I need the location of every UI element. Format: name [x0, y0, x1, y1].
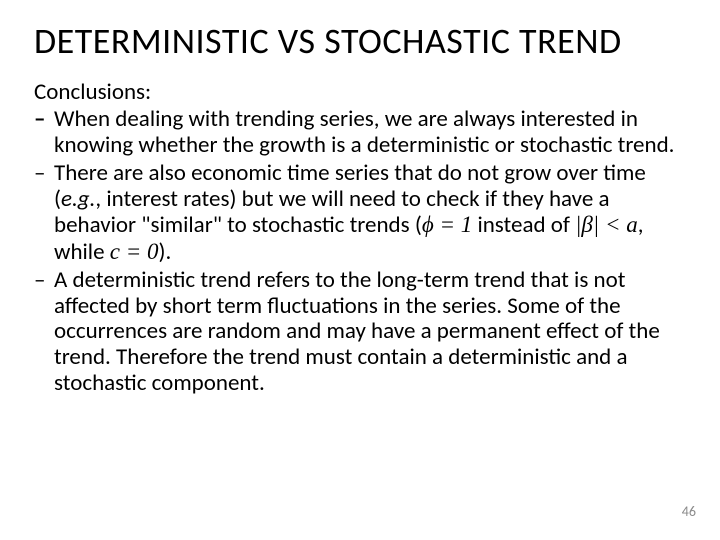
beta-expr: |β| < a [575, 212, 638, 237]
bullet-text-part: instead of [472, 211, 575, 239]
bullet-dash: – [34, 268, 54, 397]
slide-body: Conclusions: – When dealing with trendin… [34, 80, 686, 397]
phi-expr: ϕ = 1 [422, 212, 472, 237]
bullet-item: – There are also economic time series th… [34, 161, 686, 266]
bullet-dash: – [34, 161, 54, 266]
bullet-dash: – [34, 107, 54, 159]
eg-italic: e.g. [61, 185, 95, 213]
conclusions-lead: Conclusions: [34, 80, 686, 106]
bullet-item: – A deterministic trend refers to the lo… [34, 268, 686, 397]
page-number: 46 [682, 503, 696, 520]
bullet-text: A deterministic trend refers to the long… [54, 268, 686, 397]
slide: DETERMINISTIC VS STOCHASTIC TREND Conclu… [0, 0, 720, 540]
bullet-text-part: ). [158, 238, 171, 266]
bullet-text: When dealing with trending series, we ar… [54, 107, 686, 159]
slide-title: DETERMINISTIC VS STOCHASTIC TREND [34, 22, 686, 62]
bullet-text: There are also economic time series that… [54, 161, 686, 266]
c-expr: c = 0 [110, 239, 159, 264]
bullet-item: – When dealing with trending series, we … [34, 107, 686, 159]
